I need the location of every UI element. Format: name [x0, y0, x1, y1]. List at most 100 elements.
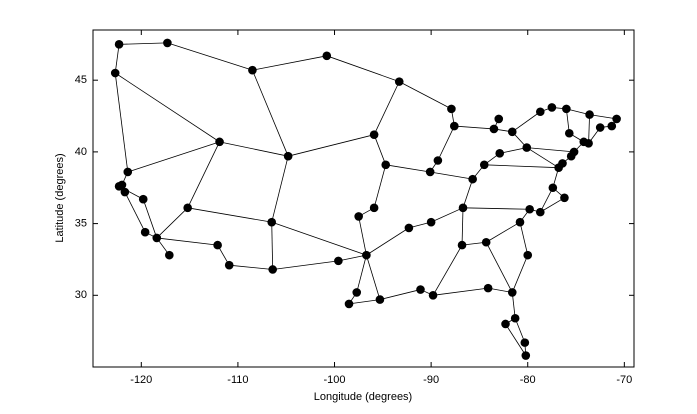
node: [369, 203, 379, 213]
node: [507, 288, 517, 297]
edge: [588, 114, 590, 144]
x-tick-label: -90: [423, 374, 439, 386]
node: [520, 338, 530, 347]
edge: [326, 55, 400, 83]
node: [501, 319, 510, 329]
edge: [385, 164, 431, 173]
node: [494, 114, 504, 124]
y-tick-label: 30: [75, 289, 87, 301]
node: [425, 167, 435, 177]
x-tick-label: -80: [520, 374, 536, 386]
y-tick-label: 35: [75, 218, 87, 230]
edge: [358, 216, 367, 256]
node: [483, 283, 493, 293]
edge: [252, 69, 289, 157]
node: [344, 299, 354, 309]
node: [163, 38, 172, 48]
node: [495, 149, 505, 158]
edge: [373, 81, 400, 135]
edge: [187, 207, 272, 223]
edge: [511, 292, 516, 319]
edge: [462, 179, 474, 208]
node: [352, 288, 362, 297]
edge: [433, 287, 489, 296]
edge: [540, 197, 565, 213]
y-axis-label: Latitude (degrees): [54, 153, 66, 242]
node: [224, 260, 234, 270]
x-tick-label: -120: [130, 374, 152, 386]
node: [213, 240, 222, 250]
edge: [461, 207, 464, 246]
edge: [514, 318, 526, 343]
edge: [142, 199, 158, 239]
edge: [124, 191, 146, 233]
edge: [271, 156, 289, 223]
node: [362, 250, 371, 260]
node: [523, 250, 533, 260]
node: [268, 265, 277, 274]
node: [426, 217, 436, 227]
edge: [373, 164, 387, 208]
node: [114, 40, 124, 49]
node: [468, 174, 477, 184]
node: [525, 204, 534, 214]
node: [404, 223, 414, 233]
edge: [485, 242, 513, 293]
edge: [348, 299, 380, 305]
x-axis-label: Longitude (degrees): [314, 391, 412, 403]
node: [165, 250, 174, 260]
y-tick-label: 40: [75, 146, 87, 158]
plot-area: [92, 29, 635, 368]
node: [394, 77, 404, 86]
edge: [338, 254, 367, 262]
node: [334, 256, 343, 266]
edge: [156, 207, 188, 239]
node: [283, 151, 293, 161]
edge: [484, 164, 559, 169]
edge: [366, 227, 410, 256]
edge: [589, 114, 617, 120]
node: [447, 104, 456, 114]
edge: [356, 255, 367, 293]
node: [481, 237, 491, 247]
edge: [526, 147, 559, 169]
node: [450, 121, 459, 131]
node: [375, 295, 385, 304]
edge: [462, 207, 530, 210]
edge: [252, 55, 327, 71]
node: [489, 124, 499, 134]
node: [515, 217, 525, 227]
node: [215, 137, 224, 147]
node: [117, 180, 127, 190]
node: [354, 212, 363, 221]
edge: [499, 147, 527, 154]
node: [267, 217, 277, 227]
node: [585, 110, 594, 119]
node: [140, 227, 150, 237]
node: [535, 107, 545, 117]
edge: [379, 289, 421, 300]
node: [416, 285, 425, 294]
edge: [454, 125, 494, 130]
edge: [430, 207, 464, 223]
node: [152, 233, 162, 243]
node: [595, 123, 605, 132]
node: [521, 351, 531, 360]
edge: [114, 72, 129, 173]
node: [522, 143, 532, 152]
edge: [373, 134, 387, 165]
node: [607, 121, 617, 131]
edge: [127, 141, 220, 173]
edge: [526, 147, 575, 153]
edge: [219, 141, 289, 157]
edge: [119, 42, 168, 45]
node: [248, 65, 257, 75]
node: [458, 203, 468, 213]
edge: [156, 237, 218, 246]
edge: [167, 42, 253, 71]
edge: [271, 222, 274, 270]
edge: [114, 44, 120, 74]
node: [560, 193, 569, 203]
node: [381, 160, 391, 170]
